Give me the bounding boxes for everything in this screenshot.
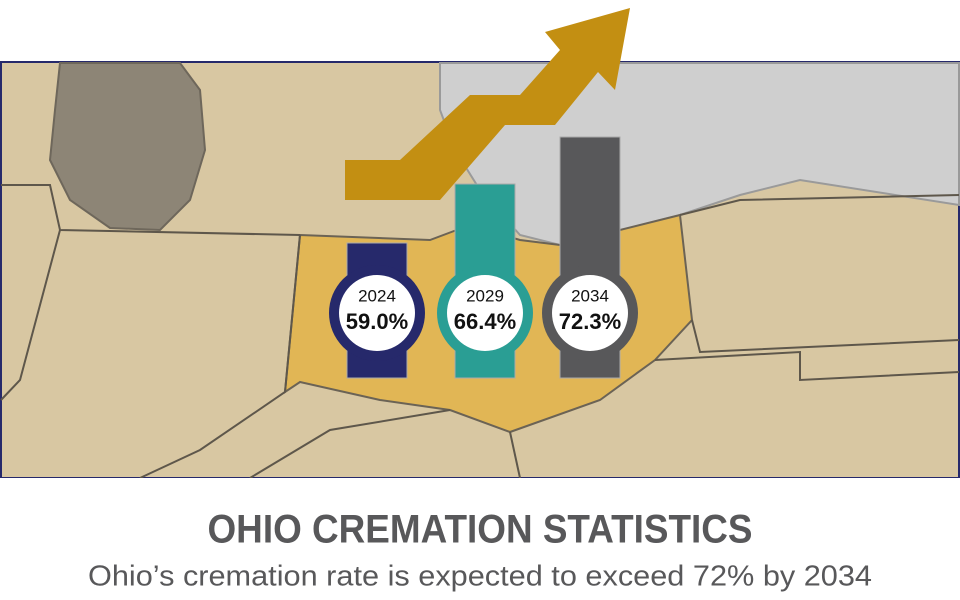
badge: [552, 275, 628, 351]
value-label: 59.0%: [346, 309, 408, 334]
state-line: [0, 229, 61, 401]
badge: [447, 275, 523, 351]
state-line: [654, 350, 960, 382]
state-line: [509, 431, 521, 479]
chart-subtitle: Ohio’s cremation rate is expected to exc…: [88, 561, 872, 593]
state-line: [679, 194, 960, 216]
chart-title: OHIO CREMATION STATISTICS: [208, 508, 753, 552]
state-line: [139, 234, 301, 479]
category-label: 2029: [466, 286, 504, 305]
trend-arrow: [345, 8, 630, 200]
value-label: 66.4%: [454, 309, 516, 334]
category-label: 2024: [358, 286, 396, 305]
state-line: [249, 409, 451, 479]
state-line: [691, 319, 960, 354]
badge: [339, 275, 415, 351]
category-label: 2034: [571, 286, 609, 305]
caption-area: [0, 478, 960, 600]
lake-michigan: [48, 62, 207, 232]
state-line: [1, 184, 301, 236]
value-label: 72.3%: [559, 309, 621, 334]
